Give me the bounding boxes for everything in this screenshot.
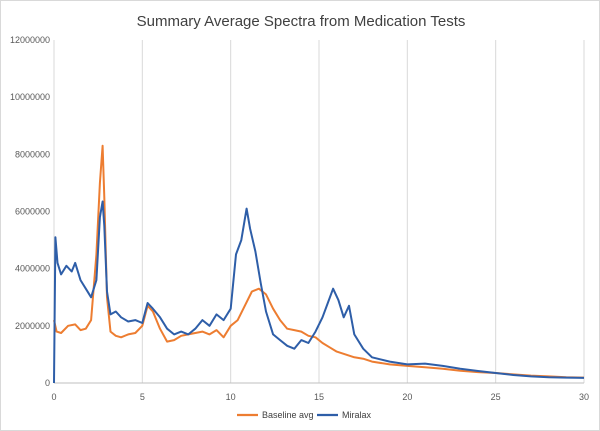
y-tick-label: 2000000: [15, 321, 50, 331]
series-line-baseline-avg: [53, 144, 585, 379]
chart-title: Summary Average Spectra from Medication …: [137, 13, 466, 30]
y-tick-label: 6000000: [15, 207, 50, 217]
x-tick-label: 20: [402, 392, 412, 402]
y-tick-label: 12000000: [10, 35, 50, 45]
x-tick-label: 10: [226, 392, 236, 402]
series-line-miralax: [53, 200, 585, 384]
y-tick-label: 10000000: [10, 92, 50, 102]
y-tick-label: 4000000: [15, 264, 50, 274]
legend[interactable]: Baseline avg Miralax: [237, 410, 372, 420]
y-tick-label: 8000000: [15, 149, 50, 159]
legend-label-baseline: Baseline avg: [262, 410, 314, 420]
x-tick-label: 30: [579, 392, 589, 402]
x-tick-label: 15: [314, 392, 324, 402]
series-layer: [53, 144, 585, 384]
legend-label-miralax: Miralax: [342, 410, 372, 420]
y-tick-label: 0: [45, 378, 50, 388]
x-tick-label: 5: [140, 392, 145, 402]
x-tick-label: 25: [491, 392, 501, 402]
grid-layer: [141, 40, 585, 383]
x-tick-label: 0: [51, 392, 56, 402]
axis-layer: 0 5 10 15 20 25 30 0 2000000 4000000 6000000 800000…: [10, 35, 589, 402]
